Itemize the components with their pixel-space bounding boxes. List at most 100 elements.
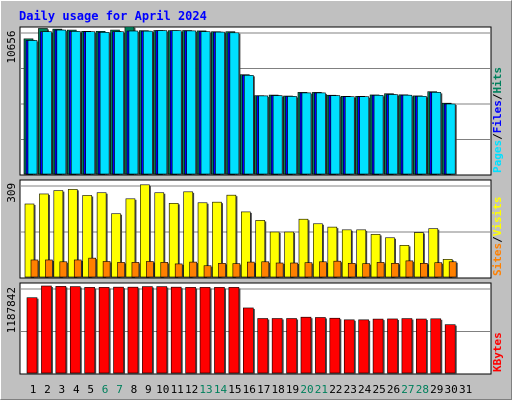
series-label-sep: / bbox=[491, 236, 504, 243]
bar-shadow bbox=[440, 319, 443, 374]
bar-sites bbox=[420, 263, 428, 278]
bar-shadow bbox=[238, 33, 241, 175]
x-tick-label: 11 bbox=[171, 383, 184, 396]
bar-shadow bbox=[77, 190, 79, 278]
bar-kbytes bbox=[286, 318, 297, 374]
bar-sites bbox=[290, 262, 298, 278]
bar-kbytes bbox=[170, 286, 182, 374]
x-tick-label: 1 bbox=[30, 383, 37, 396]
bar-shadow bbox=[106, 193, 108, 278]
series-label-kbytes: KBytes bbox=[491, 332, 504, 372]
bar-shadow bbox=[152, 287, 154, 374]
x-tick-label: 22 bbox=[329, 383, 342, 396]
bar-shadow bbox=[225, 264, 227, 278]
bar-shadow bbox=[427, 264, 429, 278]
bar-kbytes bbox=[343, 319, 355, 374]
bar-shadow bbox=[65, 287, 68, 374]
bar-shadow bbox=[369, 264, 372, 278]
bar-pages bbox=[56, 29, 67, 175]
bar-shadow bbox=[109, 33, 111, 175]
bar-shadow bbox=[282, 96, 284, 175]
bar-shadow bbox=[166, 287, 169, 374]
bar-shadow bbox=[37, 298, 39, 374]
bar-pages bbox=[402, 94, 413, 175]
chart-title: Daily usage for April 2024 bbox=[19, 9, 207, 23]
bar-shadow bbox=[264, 221, 267, 278]
x-tick-label: 8 bbox=[131, 383, 138, 396]
bar-shadow bbox=[52, 260, 54, 278]
bar-shadow bbox=[124, 263, 127, 278]
bar-shadow bbox=[224, 288, 226, 374]
series-label-visits: Visits bbox=[491, 197, 504, 237]
bar-shadow bbox=[412, 261, 415, 278]
series-label: KBytes bbox=[491, 332, 504, 372]
bar-shadow bbox=[181, 31, 183, 175]
bar-kbytes bbox=[358, 319, 369, 374]
x-tick-label: 14 bbox=[214, 383, 228, 396]
bar-shadow bbox=[123, 288, 126, 374]
bar-kbytes bbox=[26, 297, 38, 374]
bar-sites bbox=[333, 260, 342, 278]
bar-shadow bbox=[384, 263, 386, 278]
bar-shadow bbox=[195, 31, 198, 175]
bar-shadow bbox=[437, 229, 440, 278]
bar-kbytes bbox=[300, 316, 312, 374]
bar-shadow bbox=[239, 264, 242, 278]
bar-shadow bbox=[34, 204, 36, 278]
bar-kbytes bbox=[185, 287, 196, 374]
series-label: Pages/Files/Hits bbox=[491, 67, 504, 173]
bar-shadow bbox=[397, 95, 399, 175]
panel-visits-sites: 309 Sites/Visits bbox=[5, 179, 504, 279]
bar-shadow bbox=[351, 230, 353, 278]
bar-sites bbox=[102, 261, 111, 278]
bar-shadow bbox=[383, 96, 385, 175]
bar-sites bbox=[391, 263, 399, 278]
bar-sites bbox=[30, 259, 39, 278]
bar-shadow bbox=[307, 220, 310, 278]
bar-shadow bbox=[66, 262, 69, 278]
bar-shadow bbox=[296, 97, 299, 175]
bar-kbytes bbox=[387, 318, 398, 374]
bar-shadow bbox=[368, 320, 371, 374]
bar-shadow bbox=[81, 260, 83, 278]
bar-shadow bbox=[296, 319, 299, 374]
bar-shadow bbox=[224, 33, 226, 175]
bar-shadow bbox=[238, 288, 241, 374]
bar-sites bbox=[73, 259, 82, 278]
bar-sites bbox=[59, 261, 68, 278]
bar-shadow bbox=[354, 320, 356, 374]
bar-shadow bbox=[38, 260, 40, 278]
bar-shadow bbox=[398, 264, 400, 278]
bar-kbytes bbox=[228, 287, 240, 374]
bar-pages bbox=[359, 96, 369, 175]
x-tick-label: 6 bbox=[102, 383, 109, 396]
bar-sites bbox=[261, 261, 270, 278]
bar-pages bbox=[42, 31, 52, 175]
y-max-label: 309 bbox=[5, 183, 18, 203]
bar-shadow bbox=[166, 31, 169, 175]
bar-shadow bbox=[94, 32, 97, 176]
bar-shadow bbox=[336, 228, 339, 278]
bar-sites bbox=[275, 262, 284, 278]
bar-shadow bbox=[137, 32, 140, 176]
bar-kbytes bbox=[98, 287, 110, 374]
x-tick-label: 21 bbox=[315, 383, 328, 396]
x-tick-label: 9 bbox=[145, 383, 152, 396]
bar-shadow bbox=[282, 319, 284, 374]
bar-sites bbox=[117, 262, 125, 278]
bar-pages bbox=[229, 32, 240, 175]
bar-shadow bbox=[455, 105, 457, 175]
bar-shadow bbox=[267, 319, 270, 374]
bar-pages bbox=[114, 31, 124, 175]
bar-kbytes bbox=[55, 286, 67, 374]
x-tick-label: 31 bbox=[459, 383, 472, 396]
x-tick-label: 12 bbox=[185, 383, 198, 396]
bar-shadow bbox=[456, 262, 458, 278]
bar-kbytes bbox=[142, 286, 153, 374]
bar-kbytes bbox=[156, 286, 168, 374]
x-tick-label: 10 bbox=[156, 383, 169, 396]
bar-kbytes bbox=[243, 307, 254, 374]
bar-shadow bbox=[354, 97, 356, 175]
x-tick-label: 2 bbox=[44, 383, 51, 396]
